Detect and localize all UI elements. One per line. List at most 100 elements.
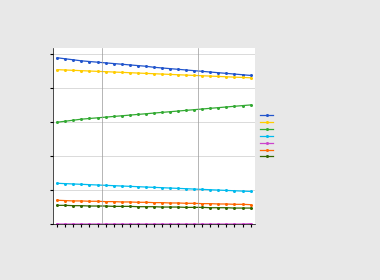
ビキサロマー: [168, 205, 172, 209]
炭酸ランタン: [224, 75, 229, 78]
テナパノル: [176, 222, 180, 226]
クエン酸第二鉄: [216, 106, 221, 109]
スクロオキシ水酸化鉄: [176, 187, 180, 190]
炭酸カルシウム: [95, 60, 100, 64]
テナパノル: [208, 222, 212, 226]
炭酸ランタン: [79, 69, 84, 72]
炭酸カルシウム: [79, 59, 84, 62]
スクロオキシ水酸化鉄: [71, 182, 76, 186]
セベラマー: [87, 200, 92, 203]
炭酸ランタン: [248, 76, 253, 80]
クエン酸第二鉄: [152, 111, 156, 115]
テナパノル: [184, 222, 188, 226]
テナパノル: [127, 222, 132, 226]
ビキサロマー: [127, 205, 132, 208]
テナパノル: [232, 222, 237, 226]
クエン酸第二鉄: [224, 105, 229, 109]
炭酸ランタン: [184, 73, 188, 77]
セベラマー: [79, 199, 84, 203]
ビキサロマー: [71, 204, 76, 207]
ビキサロマー: [144, 205, 148, 208]
炭酸ランタン: [192, 74, 196, 77]
テナパノル: [200, 222, 204, 226]
ビキサロマー: [119, 205, 124, 208]
炭酸ランタン: [119, 71, 124, 74]
セベラマー: [248, 203, 253, 206]
スクロオキシ水酸化鉄: [184, 187, 188, 190]
セベラマー: [119, 200, 124, 204]
セベラマー: [240, 203, 245, 206]
炭酸ランタン: [63, 68, 68, 72]
炭酸ランタン: [216, 75, 221, 78]
スクロオキシ水酸化鉄: [248, 190, 253, 193]
炭酸ランタン: [95, 70, 100, 73]
Line: スクロオキシ水酸化鉄: スクロオキシ水酸化鉄: [56, 182, 252, 193]
スクロオキシ水酸化鉄: [79, 183, 84, 186]
セベラマー: [111, 200, 116, 203]
セベラマー: [136, 200, 140, 204]
クエン酸第二鉄: [127, 113, 132, 117]
炭酸カルシウム: [136, 64, 140, 67]
炭酸カルシウム: [216, 71, 221, 74]
テナパノル: [152, 222, 156, 226]
セベラマー: [152, 201, 156, 204]
炭酸カルシウム: [208, 70, 212, 74]
炭酸ランタン: [176, 73, 180, 76]
セベラマー: [232, 203, 237, 206]
テナパノル: [71, 222, 76, 226]
クエン酸第二鉄: [63, 120, 68, 123]
炭酸カルシウム: [103, 61, 108, 65]
Line: 炭酸ランタン: 炭酸ランタン: [56, 68, 252, 79]
スクロオキシ水酸化鉄: [55, 182, 60, 185]
セベラマー: [200, 202, 204, 205]
炭酸カルシウム: [111, 62, 116, 65]
セベラマー: [192, 202, 196, 205]
炭酸カルシウム: [119, 62, 124, 66]
ビキサロマー: [248, 206, 253, 210]
セベラマー: [144, 200, 148, 204]
Legend: 炭酸カルシウム, 炭酸ランタン, クエン酸第二鉄, スクロオキシ水酸化鉄, テナパノル, セベラマー, ビキサロマー: 炭酸カルシウム, 炭酸ランタン, クエン酸第二鉄, スクロオキシ水酸化鉄, テナ…: [260, 113, 348, 159]
テナパノル: [87, 222, 92, 226]
炭酸ランタン: [208, 74, 212, 78]
ビキサロマー: [103, 204, 108, 208]
炭酸ランタン: [103, 70, 108, 73]
ビキサロマー: [192, 206, 196, 209]
セベラマー: [216, 202, 221, 206]
クエン酸第二鉄: [87, 117, 92, 120]
Line: ビキサロマー: ビキサロマー: [56, 204, 252, 210]
スクロオキシ水酸化鉄: [232, 189, 237, 192]
炭酸カルシウム: [176, 68, 180, 71]
スクロオキシ水酸化鉄: [152, 186, 156, 189]
クエン酸第二鉄: [144, 112, 148, 115]
セベラマー: [55, 199, 60, 202]
セベラマー: [184, 202, 188, 205]
クエン酸第二鉄: [55, 121, 60, 124]
テナパノル: [144, 222, 148, 226]
クエン酸第二鉄: [200, 107, 204, 111]
クエン酸第二鉄: [71, 118, 76, 122]
クエン酸第二鉄: [208, 107, 212, 110]
Line: セベラマー: セベラマー: [56, 199, 252, 206]
テナパノル: [95, 222, 100, 226]
テナパノル: [136, 222, 140, 226]
クエン酸第二鉄: [248, 103, 253, 107]
炭酸カルシウム: [160, 66, 164, 70]
ビキサロマー: [240, 206, 245, 210]
スクロオキシ水酸化鉄: [224, 189, 229, 192]
テナパノル: [79, 222, 84, 226]
クエン酸第二鉄: [240, 104, 245, 107]
クエン酸第二鉄: [184, 109, 188, 112]
炭酸カルシウム: [63, 57, 68, 60]
ビキサロマー: [216, 206, 221, 209]
炭酸ランタン: [136, 71, 140, 75]
スクロオキシ水酸化鉄: [240, 189, 245, 193]
セベラマー: [208, 202, 212, 205]
炭酸ランタン: [144, 72, 148, 75]
炭酸カルシウム: [232, 73, 237, 76]
テナパノル: [192, 222, 196, 226]
ビキサロマー: [184, 206, 188, 209]
炭酸カルシウム: [240, 73, 245, 76]
スクロオキシ水酸化鉄: [144, 185, 148, 189]
セベラマー: [168, 201, 172, 205]
炭酸カルシウム: [184, 68, 188, 72]
